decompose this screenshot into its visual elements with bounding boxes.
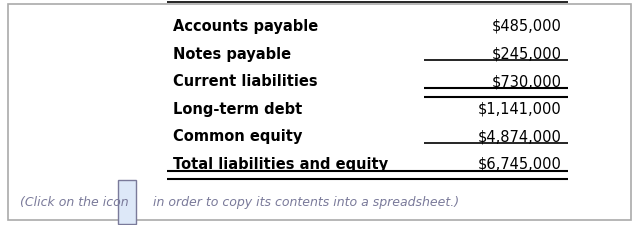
Text: $1,141,000: $1,141,000 [477, 102, 561, 117]
Text: Current liabilities: Current liabilities [173, 74, 318, 89]
Text: $6,745,000: $6,745,000 [477, 157, 561, 172]
Text: Total liabilities and equity: Total liabilities and equity [173, 157, 389, 172]
Text: Long-term debt: Long-term debt [173, 102, 302, 117]
Text: $245,000: $245,000 [491, 47, 561, 61]
FancyBboxPatch shape [118, 180, 135, 224]
Text: $4,874,000: $4,874,000 [477, 129, 561, 144]
Text: (Click on the icon: (Click on the icon [20, 196, 129, 209]
Text: $485,000: $485,000 [491, 19, 561, 34]
Text: Common equity: Common equity [173, 129, 302, 144]
Text: Notes payable: Notes payable [173, 47, 291, 61]
Text: $730,000: $730,000 [491, 74, 561, 89]
FancyBboxPatch shape [8, 4, 631, 220]
Text: Accounts payable: Accounts payable [173, 19, 318, 34]
Text: in order to copy its contents into a spreadsheet.): in order to copy its contents into a spr… [144, 196, 459, 209]
